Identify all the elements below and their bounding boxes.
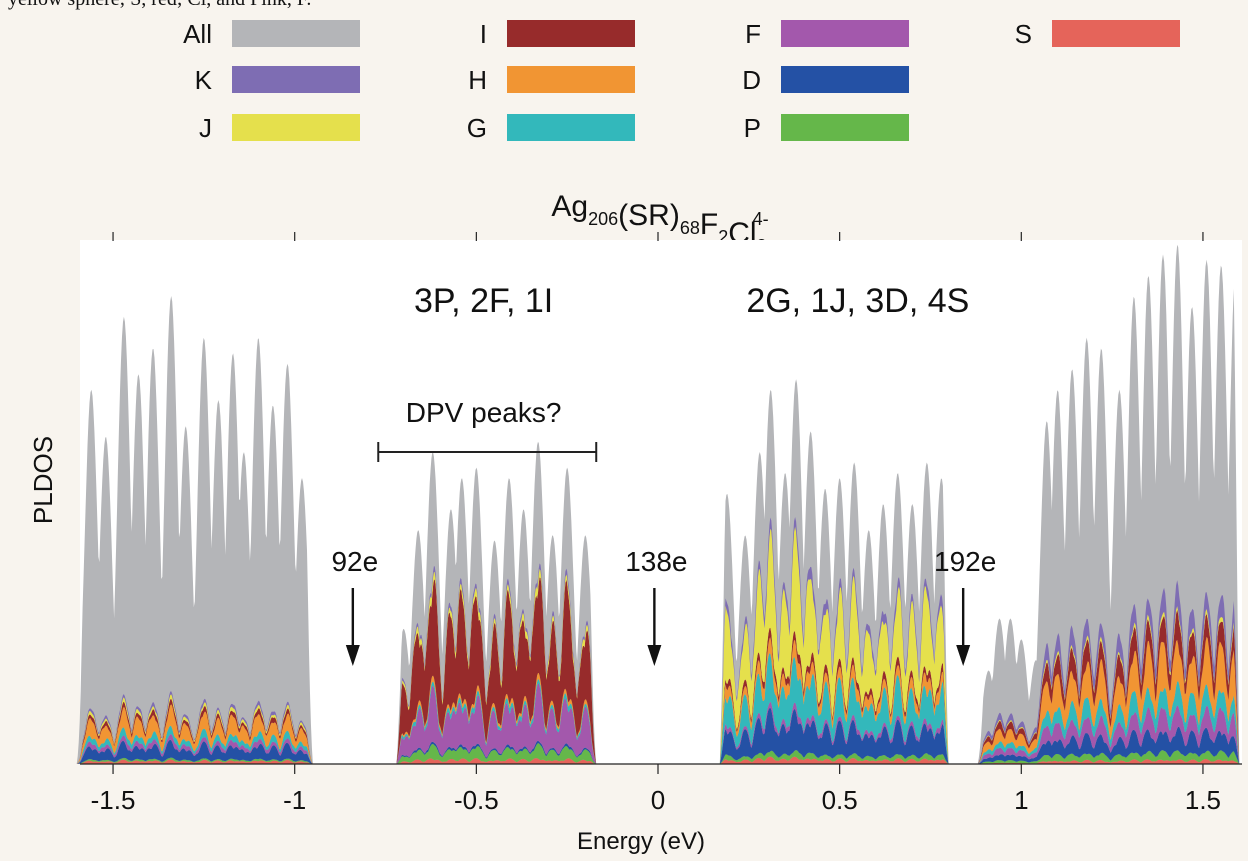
x-tick-label: -0.5 [454, 785, 499, 815]
area-p [76, 757, 313, 764]
title-part: (SR) [618, 199, 680, 232]
area-g [76, 725, 313, 764]
area-k [977, 580, 1240, 764]
legend-label: D [742, 65, 761, 95]
title-subscript: 206 [588, 209, 618, 229]
x-tick-label: 1 [1014, 785, 1028, 815]
legend: All KJ IHG FDP S [183, 19, 1180, 143]
area-d [977, 726, 1240, 764]
shell-closure-label: 192e [934, 546, 996, 577]
area-s [76, 759, 313, 764]
area-h [76, 704, 313, 764]
x-tick-label: 1.5 [1185, 785, 1221, 815]
shell-closure-arrow: 192e [934, 546, 996, 666]
area-d [719, 707, 949, 764]
legend-item-g: G [467, 113, 635, 143]
shell-closure-arrow: 92e [331, 546, 378, 666]
title-subscript: 2 [718, 227, 728, 247]
dpv-bracket-label: DPV peaks? [406, 397, 562, 428]
legend-label: P [744, 113, 761, 143]
band-composition-label: 2G, 1J, 3D, 4S [746, 282, 969, 320]
area-i [977, 609, 1240, 764]
legend-label: G [467, 113, 487, 143]
caption-text: yellow sphere; S, red; Cl, and Pink, F. [8, 0, 311, 10]
area-k [76, 691, 313, 764]
title-part: F [700, 208, 718, 241]
legend-item-k: K [195, 65, 360, 95]
legend-swatch [507, 20, 635, 47]
area-s [396, 758, 597, 764]
area-s [719, 756, 949, 764]
title-part: Ag [551, 190, 588, 223]
band-composition-label: 3P, 2F, 1I [414, 282, 553, 320]
legend-swatch [507, 114, 635, 141]
area-i [396, 577, 597, 764]
legend-label: All [183, 19, 212, 49]
legend-item-s: S [1015, 19, 1180, 49]
x-tick-label: 0.5 [822, 785, 858, 815]
legend-label: I [480, 19, 487, 49]
dpv-bracket: DPV peaks? [377, 397, 598, 462]
y-axis-label: PLDOS [28, 436, 58, 524]
annotations: 3P, 2F, 1I 2G, 1J, 3D, 4S DPV peaks? 92e 138… [331, 282, 996, 666]
area-f [719, 701, 949, 764]
legend-item-d: D [742, 65, 909, 95]
area-i [76, 698, 313, 764]
area-j [76, 694, 313, 764]
band-2 [396, 441, 597, 764]
legend-item-p: P [744, 113, 909, 143]
area-p [977, 750, 1240, 764]
legend-swatch [232, 20, 360, 47]
legend-item-h: H [468, 65, 635, 95]
area-d [396, 740, 597, 764]
area-p [719, 750, 949, 764]
x-axis-ticks: -1.5 -1 -0.5 0 0.5 1 1.5 [91, 232, 1221, 815]
legend-swatch [232, 114, 360, 141]
area-s [977, 759, 1240, 764]
legend-swatch [507, 66, 635, 93]
caption-fragment: yellow sphere; S, red; Cl, and Pink, F. [0, 0, 1248, 10]
plot-area: 3P, 2F, 1I 2G, 1J, 3D, 4S DPV peaks? 92e 138… [76, 232, 1242, 815]
band-3 [719, 379, 949, 764]
area-h [977, 636, 1240, 764]
legend-label: J [199, 113, 212, 143]
area-p [396, 743, 597, 764]
shell-closure-label: 138e [625, 546, 687, 577]
x-axis-label: Energy (eV) [577, 828, 705, 855]
legend-swatch [1052, 20, 1180, 47]
legend-item-i: I [480, 19, 635, 49]
x-tick-label: -1 [283, 785, 306, 815]
area-f [76, 734, 313, 764]
legend-label: H [468, 65, 487, 95]
legend-swatch [781, 20, 909, 47]
x-tick-label: 0 [651, 785, 665, 815]
legend-item-j: J [199, 113, 360, 143]
legend-swatch [781, 66, 909, 93]
shell-closure-label: 92e [331, 546, 378, 577]
band-4 [977, 244, 1240, 765]
legend-swatch [232, 66, 360, 93]
legend-label: K [195, 65, 213, 95]
area-g [977, 681, 1240, 764]
area-all [76, 296, 313, 764]
area-j [719, 526, 949, 764]
x-tick-label: -1.5 [91, 785, 136, 815]
area-d [76, 739, 313, 764]
area-g [719, 653, 949, 764]
legend-label: F [745, 19, 761, 49]
title-superscript: 4- [753, 209, 769, 229]
band-1 [76, 296, 313, 764]
area-f [977, 705, 1240, 764]
legend-swatch [781, 114, 909, 141]
legend-label: S [1015, 19, 1032, 49]
legend-item-all: All [183, 19, 360, 49]
shell-closure-arrow: 138e [625, 546, 688, 666]
legend-item-f: F [745, 19, 909, 49]
stacked-areas [76, 244, 1240, 765]
area-f [396, 683, 597, 764]
title-subscript: 68 [680, 218, 700, 238]
